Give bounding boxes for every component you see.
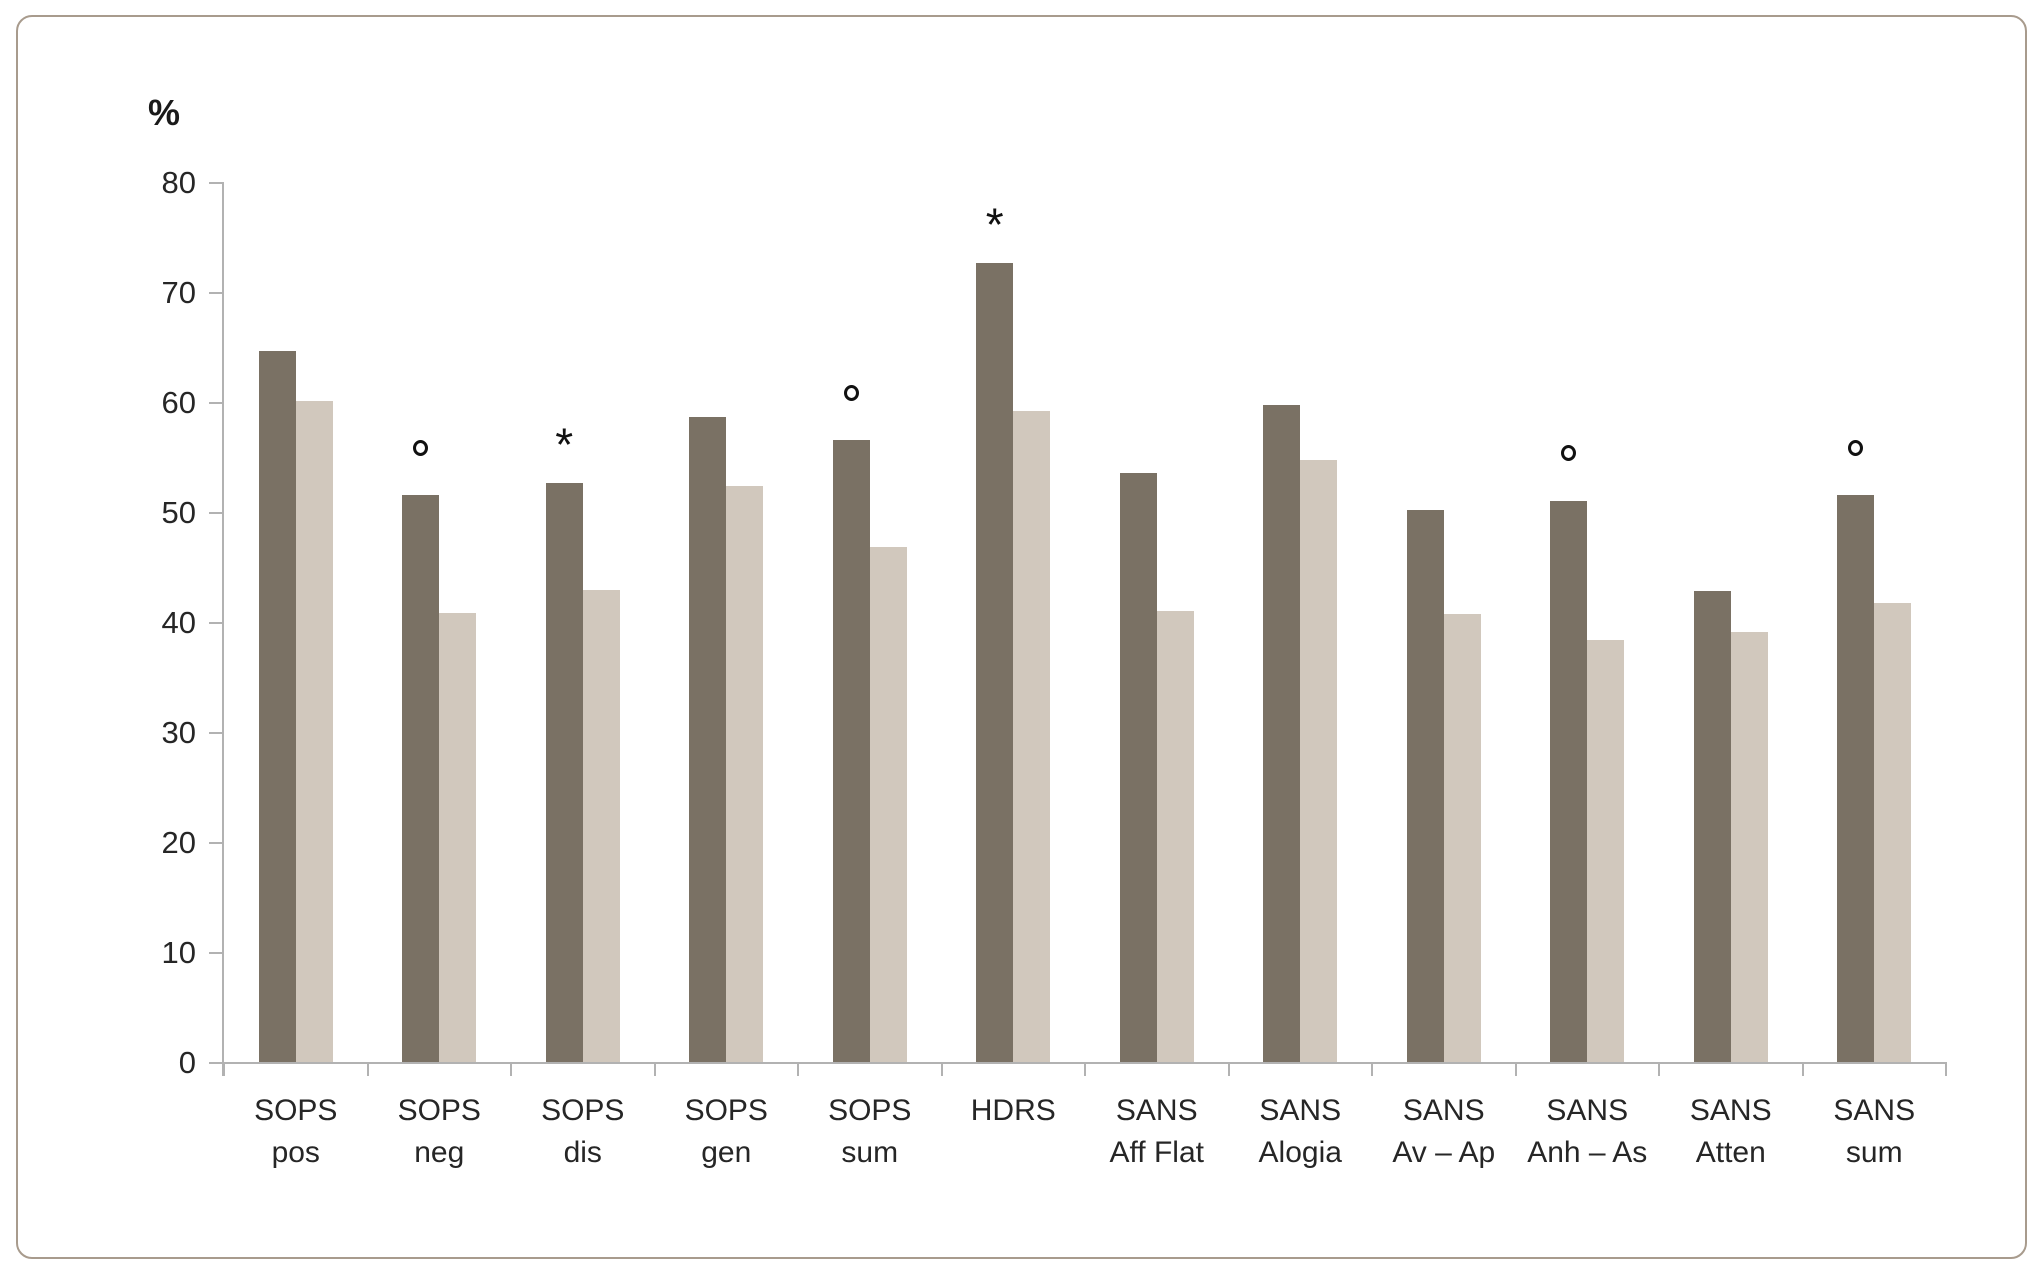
bar-dark-sops-pos	[258, 351, 296, 1062]
bar-light-sops-sum	[869, 547, 907, 1062]
y-axis-tick	[209, 732, 222, 734]
bar-dark-sops-gen	[689, 417, 727, 1062]
y-axis-tick	[209, 1062, 222, 1064]
chart-panel-border	[16, 15, 2027, 1259]
y-axis-tick-label: 0	[178, 1045, 196, 1080]
y-axis-tick-label: 50	[161, 495, 196, 530]
category-boundary-tick	[366, 1062, 369, 1076]
bar-dark-hdrs	[976, 263, 1014, 1062]
x-axis-category-label: SANS sum	[1833, 1094, 1916, 1169]
x-axis-category-label: SANS Anh – As	[1527, 1094, 1648, 1169]
y-axis-unit-label: %	[148, 92, 181, 133]
bar-light-sops-pos	[295, 401, 333, 1062]
y-axis-tick-label: 60	[161, 385, 196, 420]
category-boundary-tick	[1084, 1062, 1086, 1076]
bar-light-sans-sum	[1874, 603, 1912, 1062]
y-axis-tick-label: 30	[161, 715, 196, 750]
x-axis-category-label: SANS Aff Flat	[1109, 1094, 1204, 1169]
y-axis-tick	[209, 952, 222, 954]
bar-light-sans-atten	[1730, 632, 1768, 1062]
category-boundary-tick	[510, 1062, 512, 1076]
significance-circle-marker	[843, 384, 859, 401]
y-axis-tick	[209, 842, 222, 844]
significance-asterisk-marker: *	[555, 418, 574, 471]
x-axis-category-label: SANS Alogia	[1258, 1094, 1342, 1169]
bar-light-sops-neg	[439, 613, 477, 1062]
bar-light-sans-anh-as	[1587, 640, 1625, 1062]
bar-dark-sans-anh-as	[1550, 501, 1588, 1062]
category-boundary-tick	[1371, 1062, 1373, 1076]
category-boundary-tick	[940, 1062, 943, 1076]
category-boundary-tick	[1227, 1062, 1230, 1076]
y-axis-tick-label: 70	[161, 275, 196, 310]
bar-dark-sops-neg	[402, 495, 440, 1062]
bar-dark-sans-alogia	[1263, 405, 1301, 1062]
x-axis-category-label: SANS Av – Ap	[1392, 1094, 1496, 1169]
category-boundary-tick	[1945, 1062, 1947, 1076]
category-boundary-tick	[223, 1062, 225, 1076]
y-axis-line	[222, 182, 224, 1076]
x-axis-category-label: SOPS sum	[828, 1094, 912, 1169]
bar-light-sans-aff-flat	[1156, 611, 1194, 1062]
category-boundary-tick	[653, 1062, 656, 1076]
y-axis-tick	[209, 182, 222, 184]
x-axis-category-label: SOPS gen	[684, 1094, 768, 1169]
category-boundary-tick	[1514, 1062, 1517, 1076]
significance-asterisk-marker: *	[985, 198, 1004, 251]
y-axis-tick	[209, 622, 222, 624]
significance-circle-marker	[413, 439, 429, 456]
x-axis-category-label: HDRS	[970, 1094, 1056, 1127]
bar-light-sans-av-ap	[1443, 614, 1481, 1062]
y-axis-tick	[209, 292, 222, 294]
bar-dark-sops-dis	[545, 483, 583, 1062]
bar-dark-sops-sum	[832, 440, 870, 1062]
bar-light-sans-alogia	[1300, 460, 1338, 1062]
y-axis-tick-label: 20	[161, 825, 196, 860]
bar-light-sops-gen	[726, 486, 764, 1062]
y-axis-tick	[209, 512, 222, 514]
y-axis-tick-label: 40	[161, 605, 196, 640]
x-axis-category-label: SOPS pos	[254, 1094, 338, 1169]
significance-circle-marker	[1848, 439, 1864, 456]
category-boundary-tick	[797, 1062, 799, 1076]
bar-light-hdrs	[1013, 411, 1051, 1062]
category-boundary-tick	[1801, 1062, 1804, 1076]
y-axis-tick	[209, 402, 222, 404]
bar-dark-sans-aff-flat	[1119, 473, 1157, 1062]
y-axis-tick-label: 80	[161, 165, 196, 200]
category-boundary-tick	[1658, 1062, 1660, 1076]
x-axis-category-label: SOPS neg	[397, 1094, 481, 1169]
significance-circle-marker	[1561, 445, 1577, 461]
y-axis-tick-label: 10	[161, 935, 196, 970]
bar-light-sops-dis	[582, 590, 620, 1062]
x-axis-category-label: SOPS dis	[541, 1094, 625, 1169]
bar-dark-sans-av-ap	[1406, 510, 1444, 1062]
bar-dark-sans-sum	[1837, 495, 1875, 1062]
x-axis-category-label: SANS Atten	[1689, 1094, 1772, 1169]
bar-dark-sans-atten	[1693, 591, 1731, 1062]
